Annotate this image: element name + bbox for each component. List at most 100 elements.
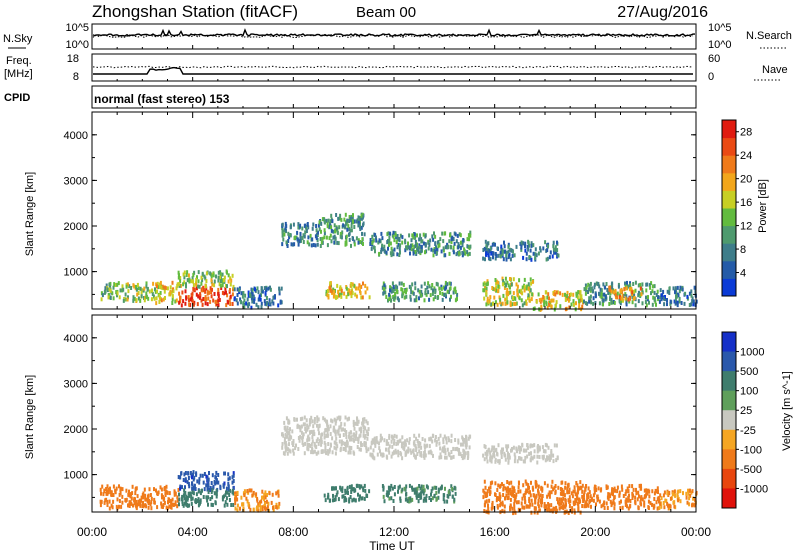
scatter-cell — [201, 302, 204, 307]
nsky-label: N.Sky — [3, 33, 33, 45]
scatter-cell — [458, 232, 461, 237]
scatter-cell — [395, 235, 398, 240]
scatter-cell — [228, 298, 231, 303]
scatter-cell — [286, 425, 289, 430]
scatter-cell — [148, 499, 150, 504]
scatter-cell — [466, 250, 469, 255]
power-colorbar-segment — [722, 260, 736, 279]
scatter-cell — [489, 481, 492, 486]
scatter-cell — [261, 507, 264, 512]
scatter-cell — [637, 283, 640, 288]
scatter-cell — [428, 496, 431, 500]
scatter-cell — [526, 244, 529, 249]
scatter-cell — [565, 502, 567, 507]
scatter-cell — [553, 485, 556, 490]
scatter-cell — [505, 493, 508, 498]
scatter-cell — [564, 292, 566, 297]
scatter-cell — [232, 491, 235, 496]
scatter-cell — [598, 301, 601, 306]
scatter-cell — [584, 301, 587, 306]
scatter-cell — [689, 493, 692, 498]
scatter-cell — [484, 239, 487, 244]
scatter-cell — [340, 421, 343, 426]
scatter-cell — [283, 232, 286, 237]
scatter-cell — [309, 430, 311, 435]
scatter-cell — [100, 297, 103, 302]
scatter-cell — [251, 299, 254, 304]
scatter-cell — [517, 480, 520, 485]
scatter-cell — [229, 282, 232, 287]
y-tick-label: 1000 — [64, 267, 88, 279]
scatter-cell — [312, 222, 315, 227]
scatter-cell — [178, 291, 181, 296]
scatter-cell — [444, 280, 447, 285]
scatter-cell — [685, 495, 688, 500]
scatter-cell — [568, 490, 570, 495]
scatter-cell — [439, 452, 442, 457]
scatter-cell — [530, 455, 533, 460]
scatter-cell — [225, 496, 228, 501]
scatter-cell — [548, 494, 551, 499]
scatter-cell — [390, 298, 392, 303]
scatter-cell — [566, 490, 569, 495]
scatter-cell — [326, 421, 329, 426]
scatter-cell — [483, 490, 486, 495]
scatter-cell — [662, 501, 665, 505]
scatter-cell — [259, 297, 262, 302]
scatter-cell — [461, 243, 464, 248]
scatter-cell — [684, 291, 687, 296]
scatter-cell — [505, 257, 508, 262]
scatter-cell — [422, 484, 425, 489]
scatter-cell — [454, 286, 457, 291]
scatter-cell — [310, 243, 313, 248]
scatter-cell — [545, 257, 548, 262]
scatter-cell — [466, 237, 469, 242]
scatter-cell — [677, 489, 680, 494]
scatter-cell — [378, 446, 381, 451]
scatter-cell — [399, 250, 401, 255]
scatter-cell — [207, 296, 210, 301]
scatter-cell — [350, 243, 352, 248]
power-colorbar-segment — [722, 243, 736, 262]
scatter-cell — [595, 502, 597, 507]
scatter-cell — [538, 495, 541, 500]
scatter-cell — [306, 223, 309, 227]
scatter-cell — [513, 486, 516, 491]
scatter-cell — [420, 453, 423, 458]
scatter-cell — [183, 472, 186, 477]
scatter-cell — [393, 238, 396, 243]
scatter-cell — [496, 452, 499, 457]
scatter-cell — [386, 490, 389, 495]
scatter-cell — [301, 416, 304, 421]
scatter-cell — [234, 501, 237, 506]
scatter-cell — [392, 297, 395, 301]
scatter-cell — [383, 290, 386, 295]
scatter-cell — [448, 239, 451, 244]
scatter-cell — [367, 427, 370, 432]
scatter-cell — [143, 286, 146, 291]
scatter-cell — [424, 438, 427, 443]
scatter-cell — [383, 438, 386, 443]
scatter-cell — [232, 284, 235, 289]
scatter-cell — [511, 489, 514, 494]
scatter-cell — [195, 286, 198, 291]
scatter-cell — [304, 230, 307, 235]
scatter-cell — [411, 485, 413, 490]
scatter-cell — [355, 421, 358, 426]
scatter-cell — [465, 442, 468, 447]
scatter-cell — [358, 485, 361, 490]
scatter-cell — [566, 290, 569, 295]
scatter-cell — [618, 500, 621, 505]
scatter-cell — [341, 494, 344, 499]
scatter-cell — [220, 286, 223, 290]
scatter-cell — [525, 301, 528, 306]
scatter-cell — [525, 257, 528, 262]
scatter-cell — [289, 233, 292, 237]
scatter-cell — [381, 243, 384, 248]
scatter-cell — [592, 296, 595, 301]
scatter-cell — [624, 503, 627, 507]
scatter-cell — [641, 290, 644, 295]
scatter-cell — [409, 251, 411, 256]
scatter-cell — [420, 445, 423, 450]
scatter-cell — [595, 487, 597, 492]
